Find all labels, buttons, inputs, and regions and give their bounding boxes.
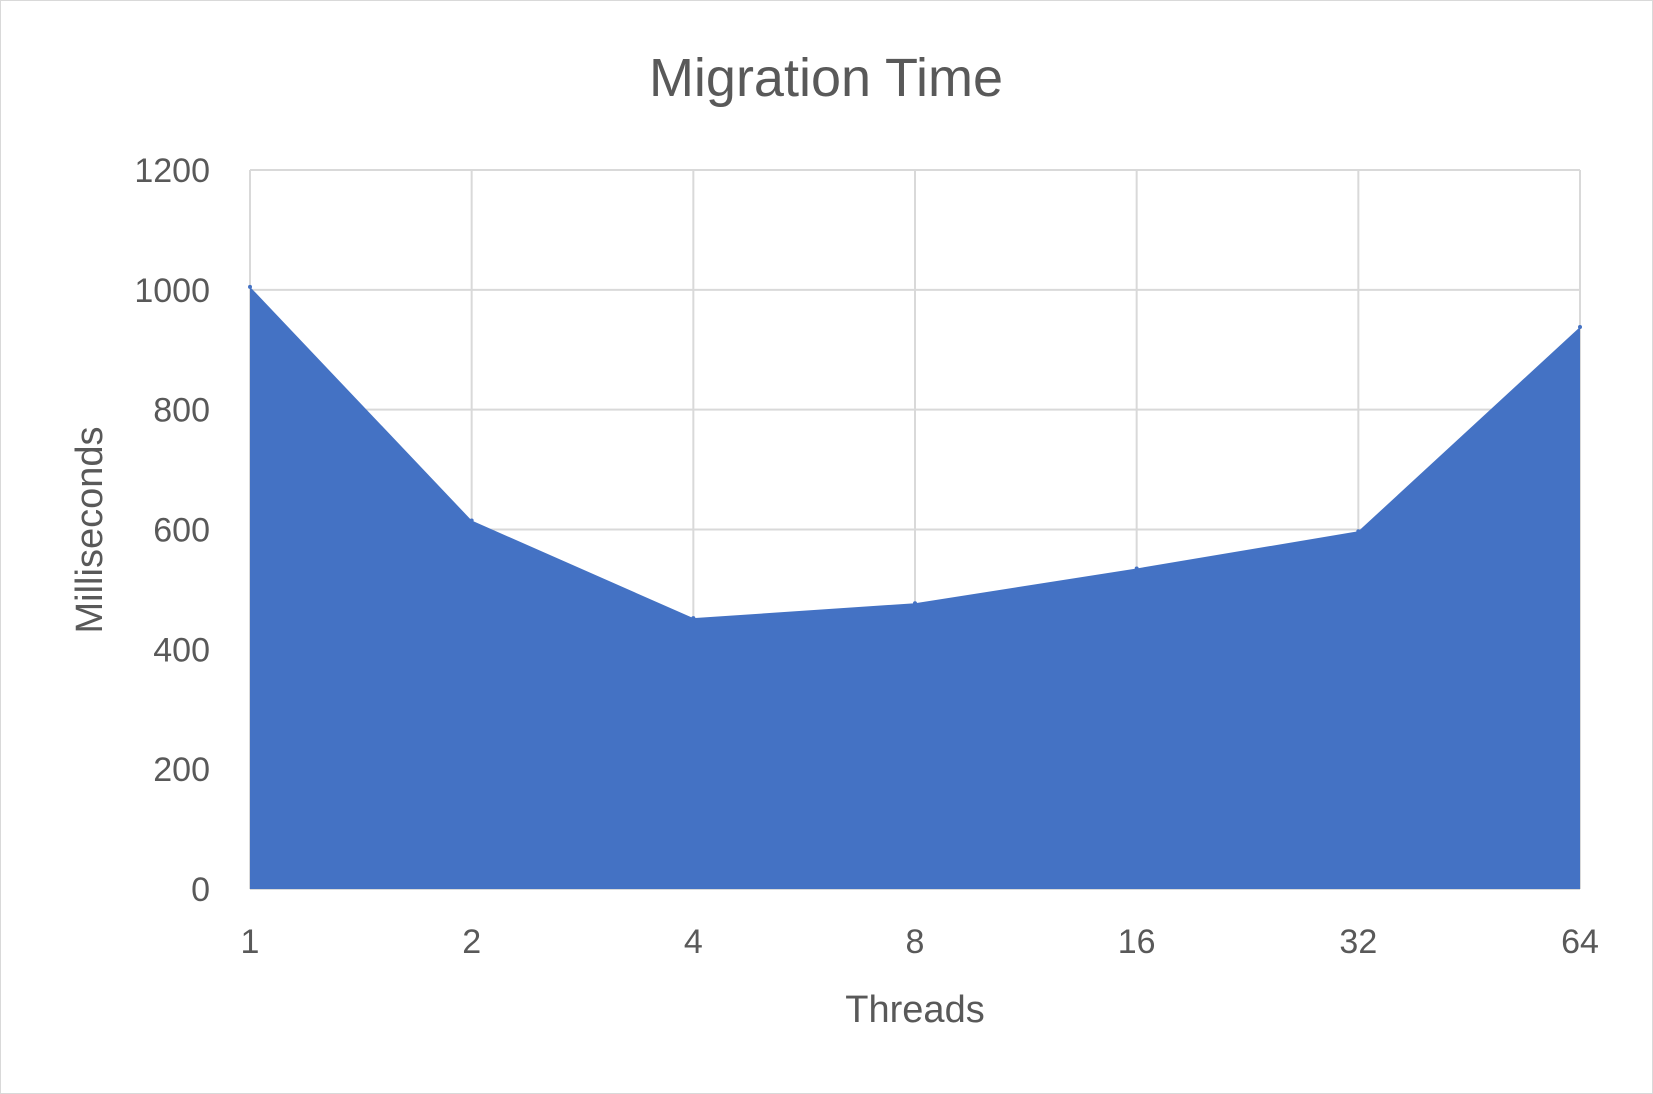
y-axis-title: Milliseconds <box>69 427 111 634</box>
data-point-1 <box>248 284 252 289</box>
x-tick-label: 2 <box>462 923 481 961</box>
data-point-64 <box>1578 324 1582 329</box>
x-tick-label: 1 <box>241 923 260 961</box>
y-tick-label: 1200 <box>134 152 210 190</box>
x-axis-title: Threads <box>845 989 984 1031</box>
data-point-4 <box>691 616 696 621</box>
x-tick-label: 32 <box>1339 923 1377 961</box>
area-series <box>248 284 1582 889</box>
x-tick-label: 16 <box>1118 923 1156 961</box>
x-tick-label: 8 <box>906 923 925 961</box>
y-tick-label: 800 <box>153 392 210 430</box>
y-tick-label: 600 <box>153 512 210 550</box>
y-tick-label: 400 <box>153 631 210 669</box>
x-axis-tick-labels: 1 2 4 8 16 32 64 <box>241 923 1599 961</box>
y-tick-label: 1000 <box>134 272 210 310</box>
y-tick-label: 0 <box>191 871 210 909</box>
data-point-16 <box>1134 566 1139 571</box>
y-axis-tick-labels: 0 200 400 600 800 1000 1200 <box>134 152 210 909</box>
data-point-2 <box>469 518 474 523</box>
chart-title: Migration Time <box>649 48 1003 108</box>
y-tick-label: 200 <box>153 751 210 789</box>
x-tick-label: 4 <box>684 923 703 961</box>
area-fill <box>250 286 1580 889</box>
data-point-8 <box>913 601 917 606</box>
data-point-32 <box>1356 529 1361 534</box>
x-tick-label: 64 <box>1561 923 1599 961</box>
